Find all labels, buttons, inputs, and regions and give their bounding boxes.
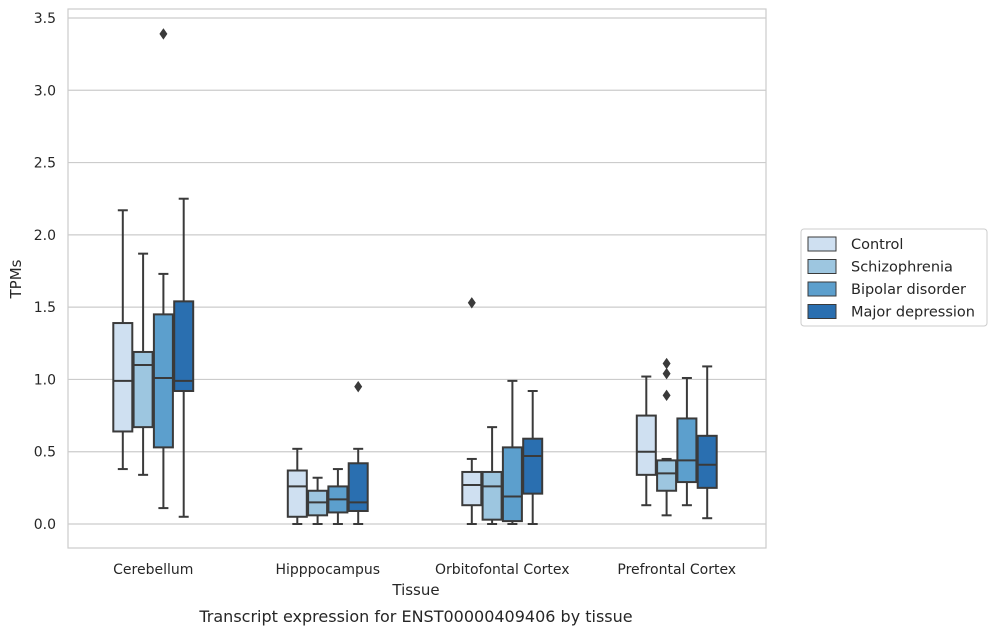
y-tick-label: 0.0 xyxy=(34,517,56,533)
legend-swatch xyxy=(807,281,837,297)
y-tick-labels: 0.0 0.5 1.0 1.5 2.0 2.5 3.0 3.5 xyxy=(34,11,56,533)
legend-label: Bipolar disorder xyxy=(851,282,966,298)
box xyxy=(461,470,483,507)
series-schizophrenia xyxy=(132,252,678,525)
x-tick-labels: Cerebellum Hipppocampus Orbitofontal Corte… xyxy=(113,562,736,578)
box-series xyxy=(112,28,718,525)
box xyxy=(132,350,154,429)
outlier-point xyxy=(662,357,671,370)
plot-frame xyxy=(67,8,767,549)
outlier-point xyxy=(662,367,671,380)
x-axis-title: Tissue xyxy=(391,581,439,599)
y-tick-label: 3.5 xyxy=(34,11,56,27)
box xyxy=(676,417,698,484)
legend-swatch xyxy=(807,304,837,319)
box xyxy=(635,414,657,476)
y-tick-label: 1.0 xyxy=(34,372,56,388)
legend-swatch xyxy=(807,259,837,274)
x-tick-label: Hipppocampus xyxy=(275,562,380,578)
x-tick-label: Prefrontal Cortex xyxy=(617,562,736,578)
y-tick-label: 2.5 xyxy=(34,156,56,172)
legend-label: Schizophrenia xyxy=(851,260,953,276)
series-control xyxy=(112,209,657,525)
box xyxy=(522,437,544,495)
legend: Control Schizophrenia Bipolar disorder Majo… xyxy=(800,228,988,327)
x-tick-label: Cerebellum xyxy=(113,562,193,578)
chart-caption: Transcript expression for ENST0000040940… xyxy=(198,607,632,626)
outlier-point xyxy=(662,389,671,402)
outlier-point xyxy=(159,28,168,40)
legend-swatch xyxy=(807,236,837,252)
box xyxy=(286,469,308,518)
y-tick-label: 0.5 xyxy=(34,445,56,461)
box xyxy=(696,434,718,489)
outlier-point xyxy=(467,297,476,309)
legend-frame xyxy=(800,228,988,327)
box xyxy=(112,322,134,433)
x-tick-label: Orbitofontal Cortex xyxy=(435,562,570,578)
legend-label: Control xyxy=(851,237,903,253)
box xyxy=(152,313,174,449)
y-tick-label: 2.0 xyxy=(34,228,56,244)
box xyxy=(501,446,523,523)
y-tick-label: 3.0 xyxy=(34,83,56,99)
box xyxy=(656,459,678,492)
outlier-point xyxy=(354,380,363,393)
series-bipolar-disorder xyxy=(152,28,698,525)
legend-label: Major depression xyxy=(851,305,975,321)
box xyxy=(173,300,195,392)
y-axis-title: TPMs xyxy=(7,259,25,299)
series-major-depression xyxy=(173,197,718,525)
box xyxy=(347,462,369,512)
y-tick-label: 1.5 xyxy=(34,300,56,316)
box xyxy=(481,470,503,521)
